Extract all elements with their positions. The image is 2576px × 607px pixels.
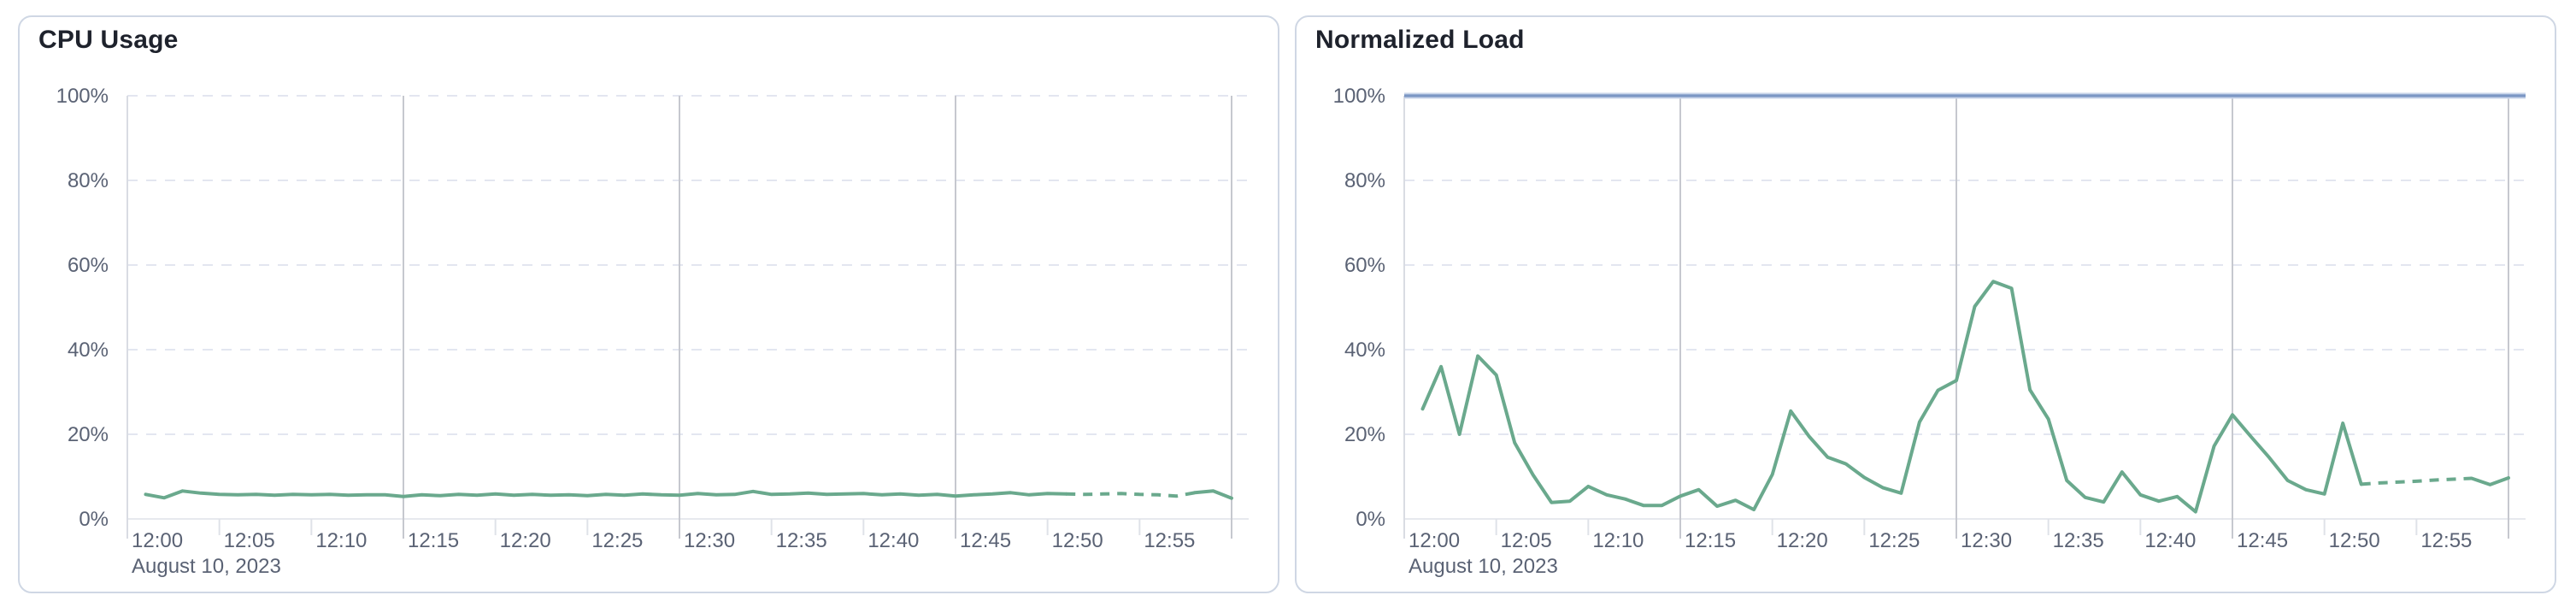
x-tick-label: 12:35 (776, 529, 827, 552)
x-tick-label: 12:25 (1868, 529, 1920, 552)
x-axis-date-label: August 10, 2023 (1409, 555, 1558, 578)
x-tick-label: 12:10 (1592, 529, 1644, 552)
y-tick-label: 60% (68, 254, 109, 277)
x-tick-label: 12:05 (1501, 529, 1552, 552)
y-tick-label: 0% (1356, 508, 1385, 531)
series-line-normalized-load (2469, 476, 2510, 486)
series-line-cpu-usage (144, 489, 1068, 500)
series-line-cpu-usage-forecast (1066, 491, 1196, 498)
y-tick-label: 100% (56, 85, 109, 108)
x-tick-label: 12:40 (2144, 529, 2196, 552)
y-tick-label: 80% (1344, 169, 1385, 192)
y-tick-label: 0% (79, 508, 109, 531)
chart-card-cpu-usage: 0% 20% 40% 60% 80% 100% 12:00 12:05 12:10 12:15 12… (18, 15, 1279, 593)
y-tick-label: 40% (1344, 339, 1385, 362)
y-tick-label: 40% (68, 339, 109, 362)
x-tick-label: 12:45 (960, 529, 1011, 552)
y-tick-label: 20% (68, 423, 109, 446)
chart-canvas[interactable]: 0% 20% 40% 60% 80% 100% 12:00 12:05 12:10 12:15 12… (1297, 17, 2555, 592)
chart-title: Normalized Load (1315, 26, 1525, 54)
x-tick-label: 12:30 (684, 529, 735, 552)
series-line-normalized-load (1420, 280, 2363, 514)
y-tick-label: 20% (1344, 423, 1385, 446)
x-tick-label: 12:00 (132, 529, 183, 552)
x-tick-label: 12:05 (224, 529, 275, 552)
y-tick-label: 100% (1333, 85, 1385, 108)
x-tick-label: 12:35 (2053, 529, 2104, 552)
chart-card-normalized-load: 0% 20% 40% 60% 80% 100% 12:00 12:05 12:10 12:15 12… (1295, 15, 2556, 593)
x-tick-label: 12:55 (2420, 529, 2472, 552)
x-tick-label: 12:50 (1052, 529, 1103, 552)
x-tick-label: 12:30 (1961, 529, 2012, 552)
x-tick-label: 12:10 (315, 529, 367, 552)
y-tick-label: 60% (1344, 254, 1385, 277)
series-line-normalized-load-forecast (2361, 476, 2472, 486)
chart-canvas[interactable]: 0% 20% 40% 60% 80% 100% 12:00 12:05 12:10 12:15 12… (20, 17, 1278, 592)
series-line-cpu-usage (1192, 489, 1233, 500)
x-tick-label: 12:45 (2237, 529, 2288, 552)
x-tick-label: 12:15 (408, 529, 459, 552)
x-tick-label: 12:25 (591, 529, 643, 552)
x-tick-label: 12:55 (1144, 529, 1195, 552)
x-tick-label: 12:20 (500, 529, 551, 552)
x-tick-label: 12:50 (2329, 529, 2380, 552)
x-tick-label: 12:00 (1409, 529, 1460, 552)
y-tick-label: 80% (68, 169, 109, 192)
x-tick-label: 12:15 (1685, 529, 1736, 552)
x-axis-date-label: August 10, 2023 (132, 555, 281, 578)
chart-title: CPU Usage (38, 26, 179, 54)
x-tick-label: 12:40 (867, 529, 919, 552)
x-tick-label: 12:20 (1777, 529, 1828, 552)
